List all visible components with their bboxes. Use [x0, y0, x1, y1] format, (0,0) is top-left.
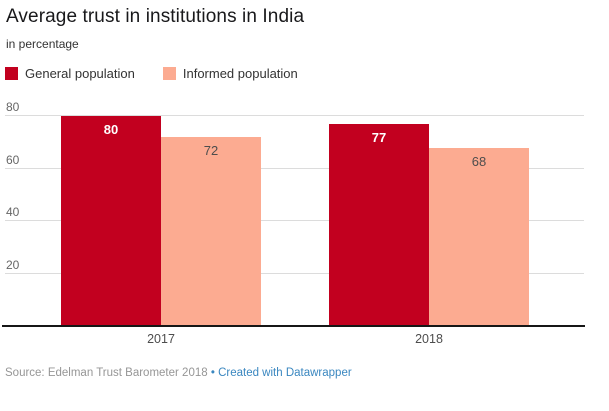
source-text: Source: Edelman Trust Barometer 2018 [5, 367, 208, 379]
bar-2018-general-population [329, 123, 429, 326]
x-axis-label-2018: 2018 [415, 332, 443, 346]
gridline-20 [5, 272, 584, 274]
chart-subtitle: in percentage [6, 37, 79, 51]
legend-label: General population [25, 66, 135, 81]
gridline-80 [5, 115, 584, 116]
separator-bullet: • [210, 367, 215, 379]
legend-item-general-population: General population [5, 66, 135, 81]
gridline-60 [5, 167, 584, 169]
legend-label: Informed population [182, 66, 298, 81]
y-axis-tick-label-80: 80 [6, 100, 20, 114]
bar-2017-general-population [61, 116, 161, 326]
y-axis-tick-label-20: 20 [6, 257, 20, 272]
x-axis-baseline [2, 325, 585, 327]
legend-swatch-general-population [5, 67, 18, 80]
x-axis-label-2017: 2017 [147, 332, 175, 346]
value-label-2018-informed-population: 68 [471, 153, 487, 169]
chart-title: Average trust in institutions in India [6, 6, 305, 27]
value-label-2017-general-population: 80 [103, 122, 119, 137]
bar-2018-informed-population [429, 147, 529, 326]
gridline-40 [5, 220, 584, 221]
value-label-2017-informed-population: 72 [203, 143, 219, 158]
bar-chart-plot-area: 20 40 60 80 80 72 2017 77 68 2018 [2, 100, 585, 346]
y-axis-tick-label-40: 40 [6, 205, 20, 219]
chart-legend: General population Informed population [5, 66, 298, 81]
y-axis-tick-label-60: 60 [6, 152, 20, 167]
legend-item-informed-population: Informed population [162, 66, 298, 81]
bar-2017-informed-population [161, 137, 261, 326]
datawrapper-link[interactable]: Created with Datawrapper [218, 367, 352, 379]
value-label-2018-general-population: 77 [371, 129, 387, 145]
source-attribution: Source: Edelman Trust Barometer 2018 • C… [5, 367, 352, 379]
legend-swatch-informed-population [162, 67, 176, 80]
